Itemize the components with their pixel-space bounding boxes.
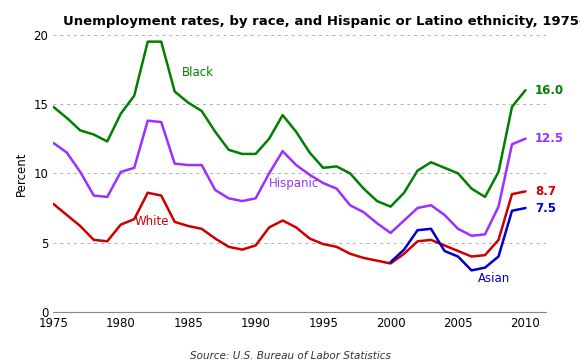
Text: White: White [134, 215, 169, 228]
Text: 8.7: 8.7 [535, 185, 556, 198]
Text: Unemployment rates, by race, and Hispanic or Latino ethnicity, 1975–2010: Unemployment rates, by race, and Hispani… [63, 15, 580, 28]
Text: Hispanic: Hispanic [269, 176, 320, 189]
Text: 16.0: 16.0 [535, 84, 564, 97]
Text: 7.5: 7.5 [535, 201, 556, 215]
Text: Asian: Asian [478, 272, 510, 285]
Text: 12.5: 12.5 [535, 132, 564, 145]
Text: Black: Black [182, 66, 213, 79]
Text: Source: U.S. Bureau of Labor Statistics: Source: U.S. Bureau of Labor Statistics [190, 351, 390, 362]
Y-axis label: Percent: Percent [15, 151, 28, 196]
